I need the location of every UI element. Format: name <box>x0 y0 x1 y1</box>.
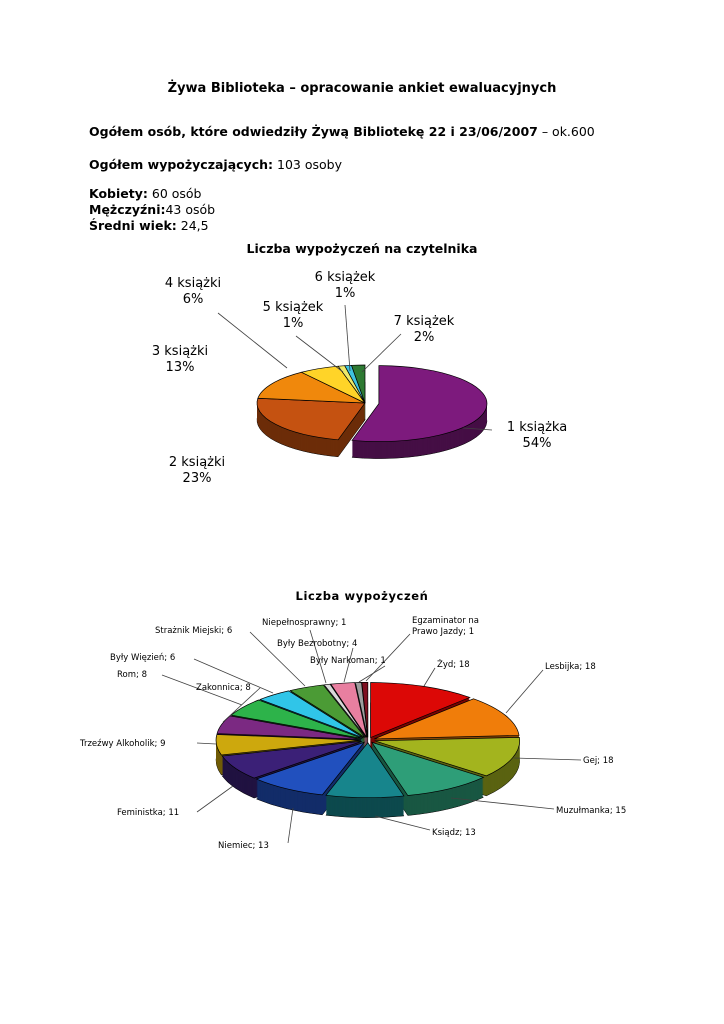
slice-name: 2 książki <box>168 455 226 470</box>
age-value: 24,5 <box>176 218 209 233</box>
age-label: Średni wiek: <box>89 218 177 233</box>
slice-label-zyd: Żyd; 18 <box>437 660 470 670</box>
slice-label-gej: Gej; 18 <box>583 756 614 766</box>
slice-name: 6 książek <box>314 270 376 285</box>
slice-label-muzulmanka: Muzułmanka; 15 <box>556 806 627 816</box>
slice-label-ksiadz: Ksiądz; 13 <box>432 828 476 838</box>
slice-label-lesbijka: Lesbijka; 18 <box>545 662 596 672</box>
slice-pct: 2% <box>413 330 435 345</box>
slice-pct: 23% <box>182 471 212 486</box>
visitors-line: Ogółem osób, które odwiedziły Żywą Bibli… <box>89 124 595 139</box>
slice-label-5-ksiazek: 5 książek 1% <box>248 300 338 332</box>
women-line: Kobiety: 60 osób <box>89 186 202 201</box>
slice-label-rom: Rom; 8 <box>117 670 147 680</box>
slice-label-2-ksiazki: 2 książki 23% <box>152 455 242 487</box>
slice-name: 1 książka <box>506 420 568 435</box>
slice-label-zakonnica: Zakonnica; 8 <box>196 683 251 693</box>
slice-label-niepelnosprawny: Niepełnosprawny; 1 <box>262 618 347 628</box>
slice-name: 4 książki <box>164 276 222 291</box>
slice-label-byly-wiezien: Były Więzień; 6 <box>110 653 176 663</box>
pie-chart-borrowings-by-book <box>161 629 582 844</box>
age-line: Średni wiek: 24,5 <box>89 218 209 233</box>
men-label: Mężczyźni: <box>89 202 166 217</box>
pie2-slices <box>215 681 521 818</box>
slice-label-1-ksiazka: 1 książka 54% <box>492 420 582 452</box>
slice-label-byly-bezrobotny: Były Bezrobotny; 4 <box>277 639 358 649</box>
chart2-title: Liczba wypożyczeń <box>295 589 429 603</box>
slice-label-egzaminator: Egzaminator na Prawo Jazdy; 1 <box>412 616 479 637</box>
slice-label-niemiec: Niemiec; 13 <box>218 841 269 851</box>
pie1-leader-lines <box>217 304 493 431</box>
men-value: 43 osób <box>165 202 216 217</box>
men-line: Mężczyźni:43 osób <box>89 202 215 217</box>
chart1-title: Liczba wypożyczeń na czytelnika <box>246 241 478 256</box>
slice-pct: 54% <box>522 436 552 451</box>
slice-pct: 1% <box>282 316 304 331</box>
borrowers-value: 103 osoby <box>273 157 342 172</box>
slice-label-3-ksiazki: 3 książki 13% <box>135 344 225 376</box>
pie1-slices <box>256 364 488 459</box>
women-label: Kobiety: <box>89 186 148 201</box>
slice-label-4-ksiazki: 4 książki 6% <box>148 276 238 308</box>
slice-pct: 13% <box>165 360 195 375</box>
document-title: Żywa Biblioteka – opracowanie ankiet ewa… <box>167 81 557 96</box>
visitors-value: – ok.600 <box>537 124 595 139</box>
visitors-label: Ogółem osób, które odwiedziły Żywą Bibli… <box>89 124 538 139</box>
borrowers-line: Ogółem wypożyczających: 103 osoby <box>89 157 342 172</box>
slice-pct: 1% <box>334 286 356 301</box>
slice-pct: 6% <box>182 292 204 307</box>
slice-name: 7 książek <box>393 314 455 329</box>
slice-name: 5 książek <box>262 300 324 315</box>
slice-label-byly-narkoman: Były Narkoman; 1 <box>310 656 386 666</box>
borrowers-label: Ogółem wypożyczających: <box>89 157 274 172</box>
slice-label-feministka: Feministka; 11 <box>117 808 180 818</box>
pie-chart-borrowings-per-reader <box>217 304 493 459</box>
slice-label-straznik-miejski: Strażnik Miejski; 6 <box>155 626 233 636</box>
slice-label-6-ksiazek: 6 książek 1% <box>300 270 390 302</box>
slice-label-7-ksiazek: 7 książek 2% <box>379 314 469 346</box>
slice-name: 3 książki <box>151 344 209 359</box>
women-value: 60 osób <box>147 186 202 201</box>
slice-label-trzezwy-alkoholik: Trzeźwy Alkoholik; 9 <box>80 739 166 749</box>
pie2-leader-lines <box>161 629 582 844</box>
